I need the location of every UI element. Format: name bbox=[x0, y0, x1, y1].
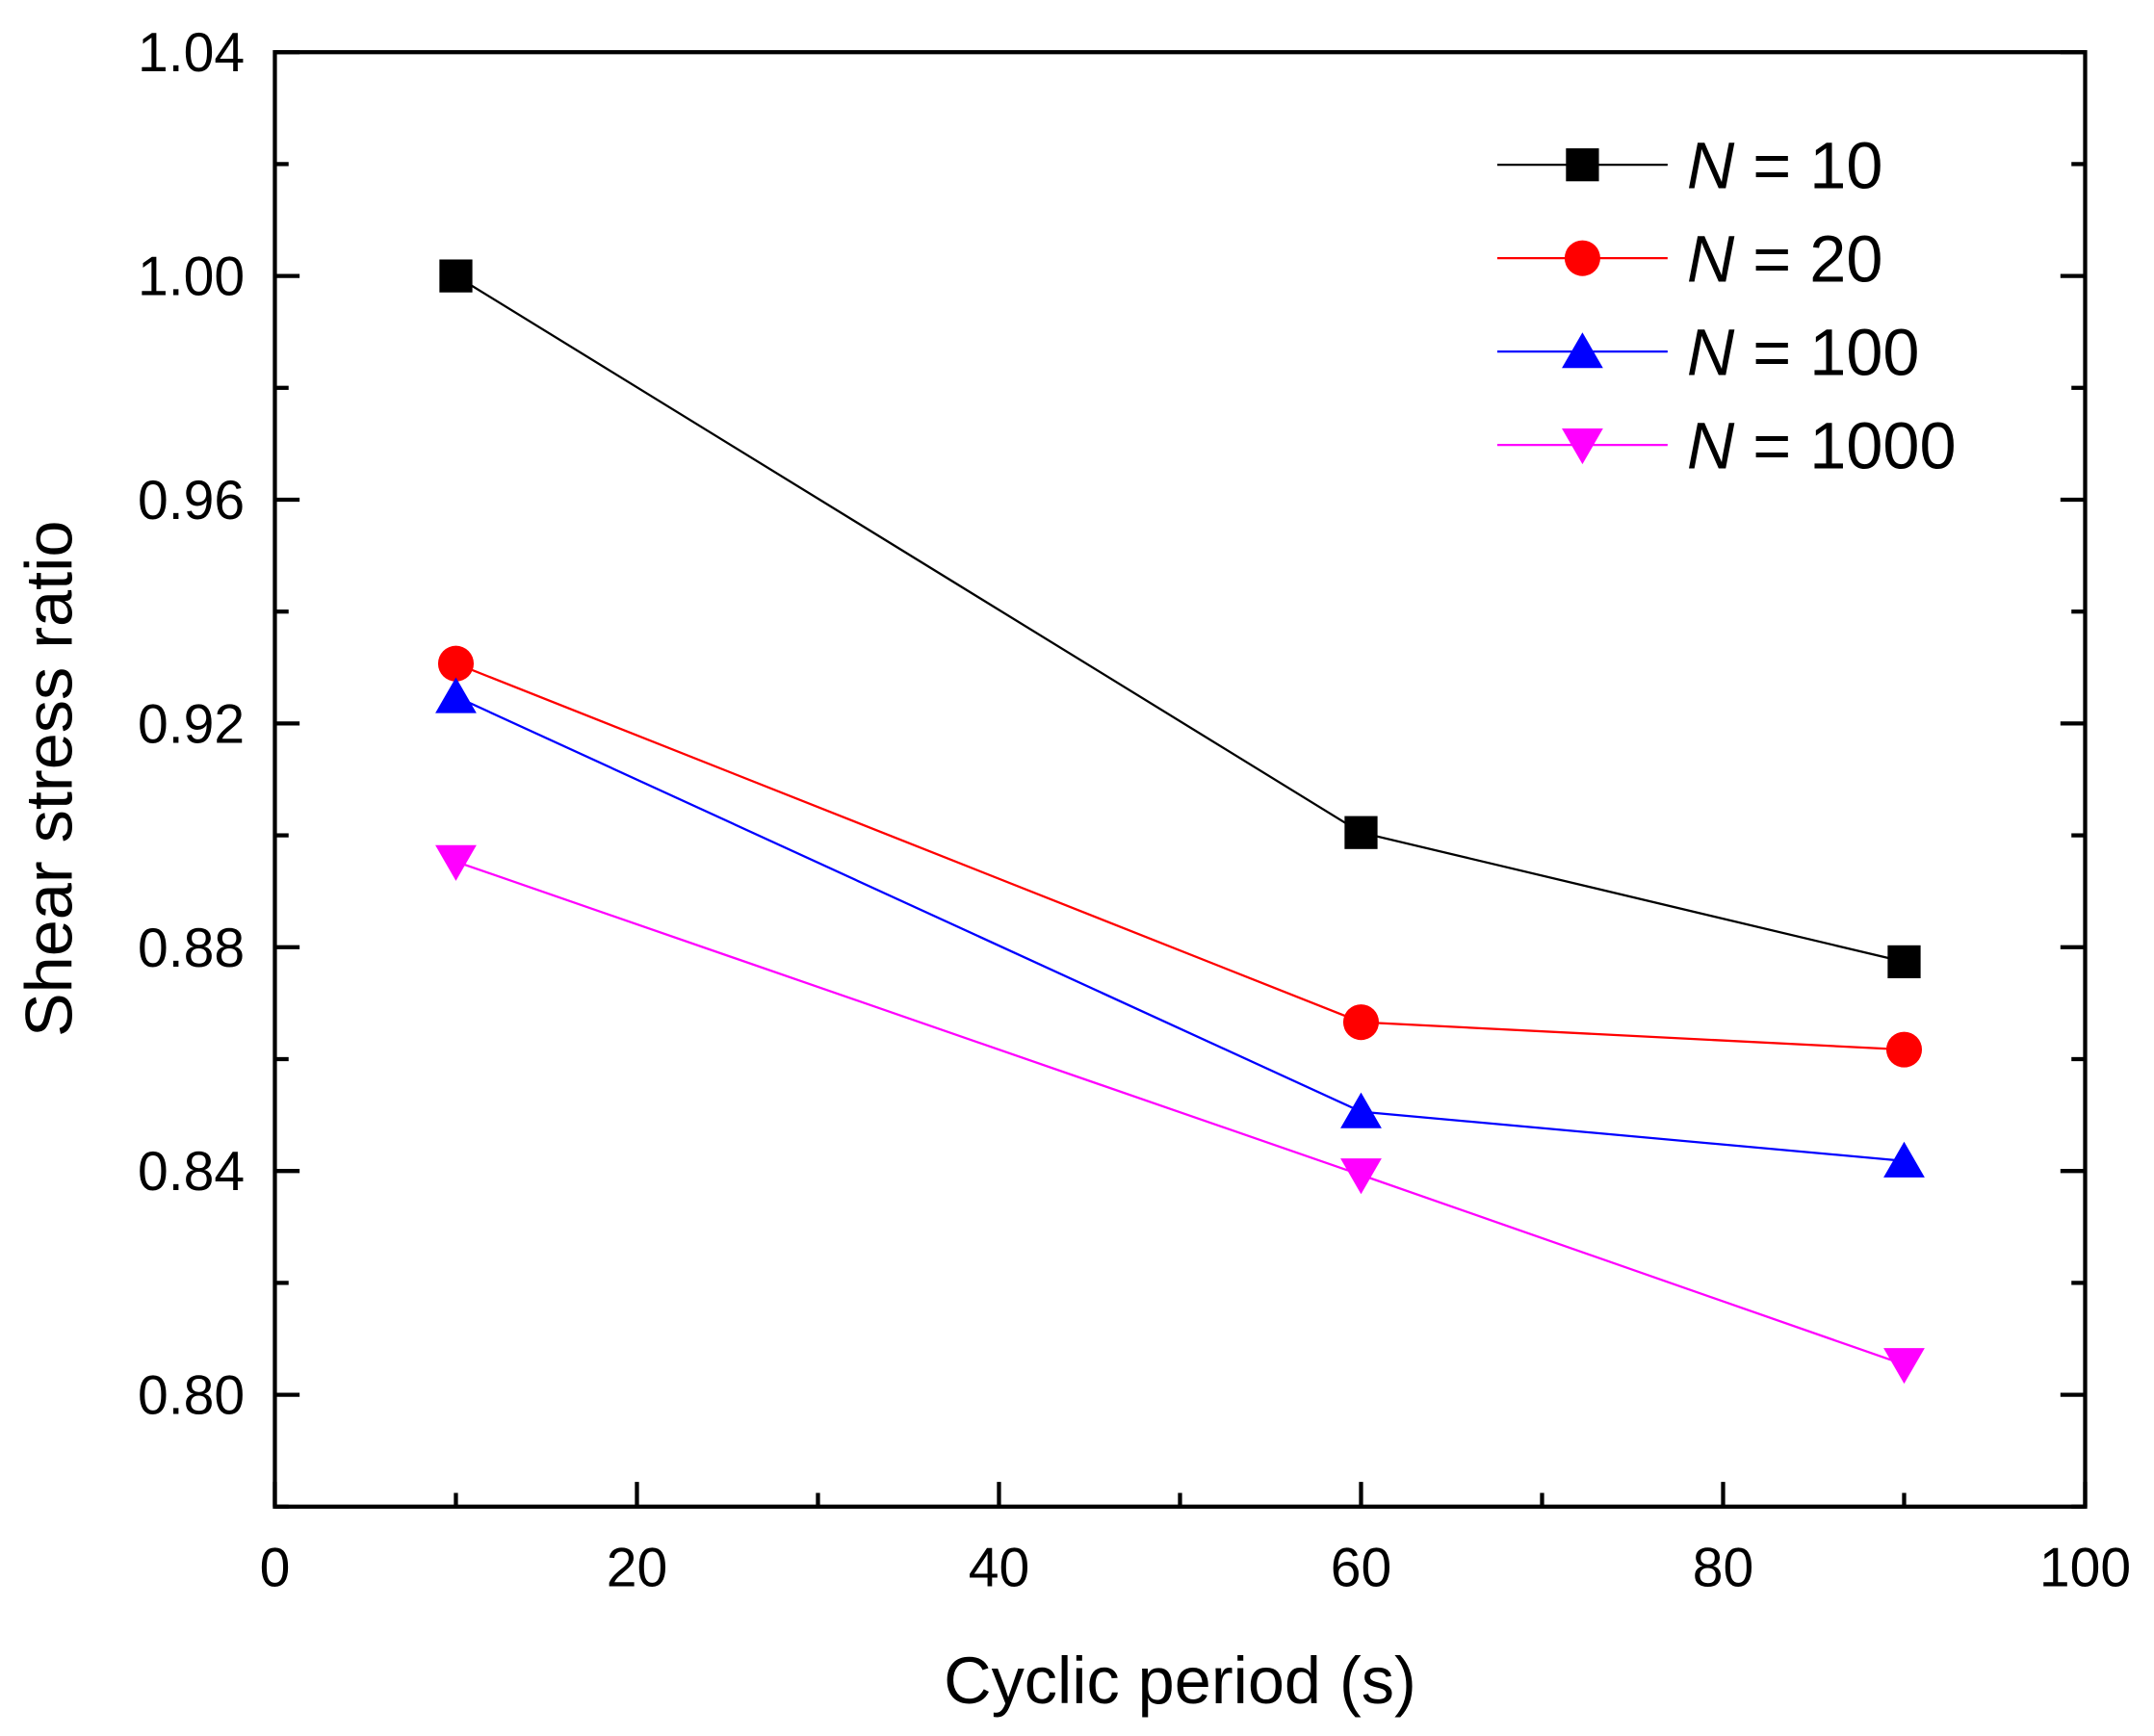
legend-item: N = 10 bbox=[1496, 128, 1883, 202]
legend-label: N = 100 bbox=[1687, 315, 1920, 389]
triangle-up-marker bbox=[1883, 1141, 1925, 1178]
circle-marker bbox=[1564, 240, 1600, 276]
y-tick-label: 1.00 bbox=[138, 246, 245, 308]
legend-label-value: = 100 bbox=[1734, 315, 1919, 389]
y-axis-label: Shear stress ratio bbox=[12, 521, 86, 1037]
legend-item: N = 1000 bbox=[1496, 408, 1957, 482]
triangle-down-marker bbox=[1340, 1158, 1382, 1195]
series-n10 bbox=[439, 259, 1921, 979]
square-marker bbox=[1344, 816, 1378, 849]
series-n20 bbox=[437, 645, 1923, 1068]
legend-label-variable: N bbox=[1687, 221, 1735, 296]
y-tick-label: 1.04 bbox=[138, 22, 245, 84]
plot-frame bbox=[272, 50, 2088, 1509]
legend-label-variable: N bbox=[1687, 408, 1735, 482]
x-tick-label: 40 bbox=[969, 1538, 1029, 1599]
series-n1000 bbox=[435, 844, 1925, 1385]
triangle-up-marker bbox=[1340, 1092, 1382, 1128]
x-tick-label: 60 bbox=[1331, 1538, 1391, 1599]
legend-label: N = 1000 bbox=[1687, 408, 1957, 482]
x-tick-label: 100 bbox=[2039, 1538, 2131, 1599]
y-tick-label: 0.92 bbox=[138, 693, 245, 755]
x-tick-label: 20 bbox=[607, 1538, 667, 1599]
triangle-down-marker bbox=[1562, 428, 1603, 465]
x-tick-label: 80 bbox=[1693, 1538, 1753, 1599]
legend-label-variable: N bbox=[1687, 315, 1735, 389]
square-marker bbox=[1566, 148, 1599, 182]
legend-label: N = 10 bbox=[1687, 128, 1883, 202]
series-n100 bbox=[435, 677, 1925, 1178]
series-line bbox=[454, 695, 1905, 1162]
triangle-up-marker bbox=[1562, 332, 1603, 369]
circle-marker bbox=[437, 645, 475, 682]
y-tick-label: 0.96 bbox=[138, 470, 245, 531]
y-tick-label: 0.84 bbox=[138, 1141, 245, 1203]
legend-item: N = 20 bbox=[1496, 221, 1883, 296]
legend-label-variable: N bbox=[1687, 128, 1735, 202]
legend-label-value: = 1000 bbox=[1734, 408, 1956, 482]
circle-marker bbox=[1885, 1031, 1923, 1068]
y-tick-label: 0.88 bbox=[138, 918, 245, 979]
x-tick-label: 0 bbox=[260, 1538, 291, 1599]
triangle-down-marker bbox=[435, 844, 477, 881]
triangle-up-marker bbox=[435, 677, 477, 713]
square-marker bbox=[439, 259, 473, 293]
y-tick-label: 0.80 bbox=[138, 1365, 245, 1427]
triangle-down-marker bbox=[1883, 1348, 1925, 1385]
legend-label-value: = 20 bbox=[1734, 221, 1882, 296]
square-marker bbox=[1887, 945, 1921, 979]
circle-marker bbox=[1342, 1004, 1380, 1041]
legend-label: N = 20 bbox=[1687, 221, 1883, 296]
x-axis-label: Cyclic period (s) bbox=[944, 1644, 1416, 1718]
legend-label-value: = 10 bbox=[1734, 128, 1882, 202]
series-line bbox=[455, 860, 1905, 1366]
legend-item: N = 100 bbox=[1496, 315, 1920, 389]
